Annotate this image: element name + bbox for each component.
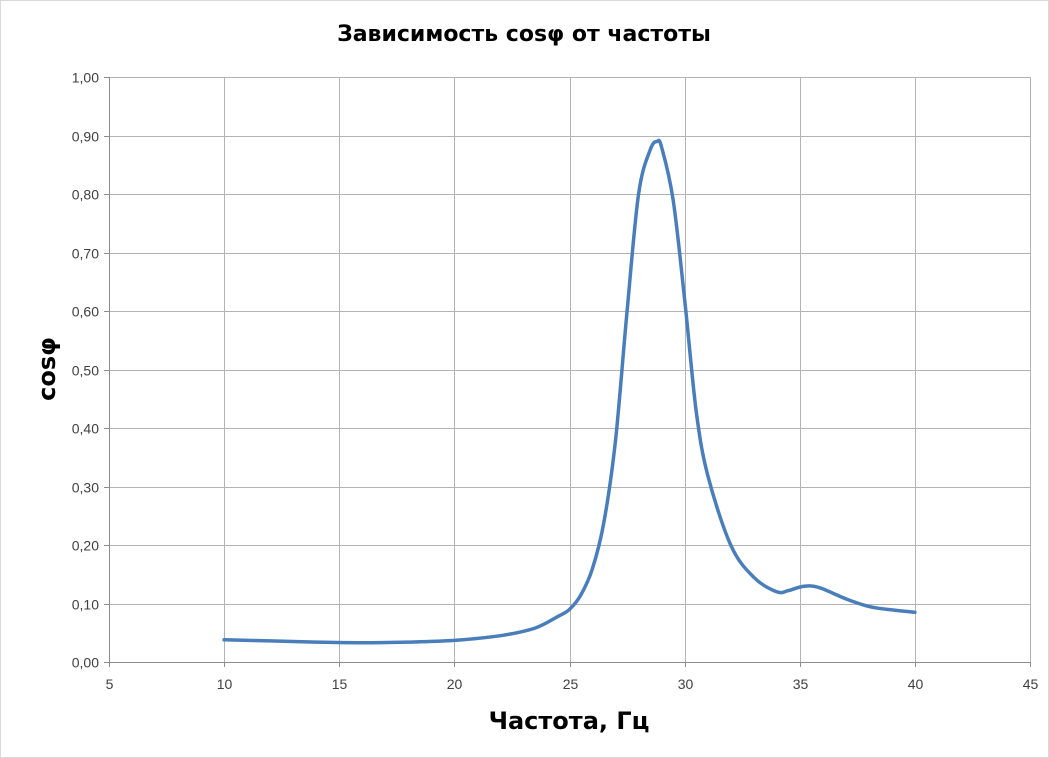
chart-title: Зависимость cosφ от частоты	[337, 22, 711, 47]
x-tick-label: 20	[447, 676, 463, 692]
x-tick-label: 5	[106, 676, 114, 692]
y-tick-label: 0,80	[72, 187, 99, 203]
y-tick-label: 0,30	[72, 480, 99, 496]
y-axis-title: cosφ	[33, 337, 61, 401]
x-tick-label: 45	[1023, 676, 1039, 692]
y-tick-label: 0,00	[72, 655, 99, 671]
x-tick-label: 25	[563, 676, 579, 692]
series-layer	[222, 138, 917, 645]
y-tick-label: 0,10	[72, 597, 99, 613]
x-tick-label: 15	[332, 676, 348, 692]
y-tick-label: 0,60	[72, 304, 99, 320]
y-tick-label: 0,90	[72, 129, 99, 145]
x-tick-label: 35	[793, 676, 809, 692]
tick-labels: 0,00 0,10 0,20 0,30 0,40 0,50 0,60 0,70 0,80 0,90…	[72, 70, 1039, 693]
x-axis-title: Частота, Гц	[489, 707, 650, 735]
y-tick-label: 0,20	[72, 538, 99, 554]
grid-lines	[109, 77, 1031, 662]
axes	[104, 77, 1031, 667]
y-tick-label: 0,50	[72, 363, 99, 379]
x-tick-label: 30	[678, 676, 694, 692]
y-tick-label: 0,40	[72, 421, 99, 437]
y-tick-label: 1,00	[72, 70, 99, 86]
x-tick-label: 40	[908, 676, 924, 692]
x-tick-label: 10	[217, 676, 233, 692]
y-tick-label: 0,70	[72, 246, 99, 262]
series-line-0	[222, 138, 917, 645]
